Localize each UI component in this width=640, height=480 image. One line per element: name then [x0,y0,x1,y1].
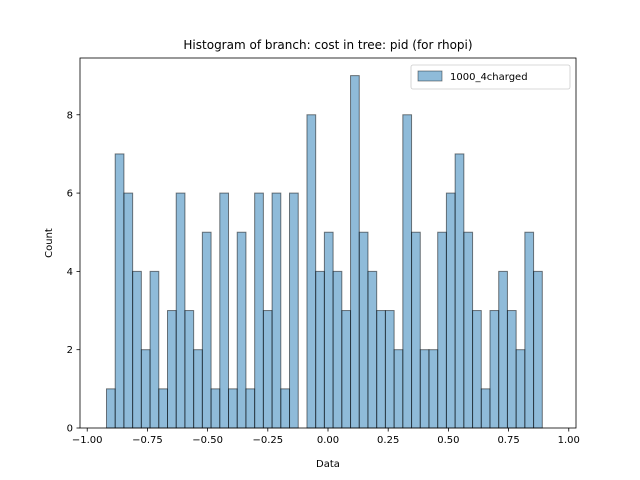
histogram-bar [262,310,273,429]
legend-label: 1000_4charged [450,72,528,83]
histogram-bar [167,310,177,429]
histogram-bar [350,75,360,429]
x-tick-label: −0.50 [192,435,223,446]
histogram-bar [315,270,325,429]
histogram-bar [463,231,474,429]
histogram-bar [201,231,212,429]
x-tick-label: −1.00 [72,435,103,446]
histogram-bar [228,388,238,429]
histogram-bar [489,310,500,429]
histogram-bar [219,192,230,429]
histogram-bar [210,388,221,429]
histogram-bar [367,270,378,429]
histogram-bar [472,310,482,429]
histogram-bar [393,349,404,429]
histogram-bar [245,388,256,429]
histogram-bar [437,231,447,429]
y-axis: 0 2 4 6 8 [67,110,80,435]
histogram-bar [515,349,526,429]
histogram-bar [419,349,430,429]
histogram-bar [454,153,465,429]
legend-frame [410,64,571,90]
histogram-bar [175,192,186,429]
histogram-bar [123,192,134,429]
histogram-bar [384,310,395,429]
histogram-bar [445,192,456,429]
x-tick-label: 0.00 [317,435,339,446]
histogram-bar [289,192,299,429]
x-tick-label: 0.50 [437,435,459,446]
x-tick-label: −0.75 [132,435,163,446]
histogram-bar [533,270,543,429]
histogram-bar [271,192,282,429]
histogram-bar [236,231,247,429]
y-tick-label: 6 [67,189,73,200]
histogram-bar [254,192,264,429]
histogram-bar [428,349,439,429]
histogram-bar [358,231,369,429]
x-tick-label: −0.25 [252,435,283,446]
histogram-bar [524,231,535,429]
histogram-bar [132,270,142,429]
legend-swatch [417,70,443,82]
histogram-bar [280,388,291,429]
chart-title: Histogram of branch: cost in tree: pid (… [183,38,472,52]
plot-frame [79,57,577,429]
histogram-bar [149,270,160,429]
histogram-bar [341,310,352,429]
histogram-bar [114,153,125,429]
legend: 1000_4charged [410,64,571,90]
histogram-bar [411,231,421,429]
histogram-bar [140,349,151,429]
x-tick-label: 0.25 [377,435,399,446]
x-tick-label: 0.75 [497,435,519,446]
x-axis: −1.00 −0.75 −0.50 −0.25 0.00 0.25 0.50 0.75 1.00 [72,428,580,446]
histogram-bar [480,388,491,429]
histogram-bar [184,310,195,429]
histogram-bar [376,310,386,429]
histogram-bar [498,270,508,429]
histogram-bar [158,388,168,429]
histogram-bar [323,231,334,429]
x-tick-label: 1.00 [558,435,580,446]
histogram-bar [332,270,343,429]
x-axis-label: Data [316,459,340,470]
y-tick-label: 4 [67,267,73,278]
histogram-bar [402,114,413,429]
histogram-bar [105,388,116,429]
histogram-bar [506,310,517,429]
y-tick-label: 8 [67,110,73,121]
histogram-bar [193,349,203,429]
histogram-bar [306,114,317,429]
y-tick-label: 0 [67,424,73,435]
y-tick-label: 2 [67,345,73,356]
y-axis-label: Count [44,228,55,258]
